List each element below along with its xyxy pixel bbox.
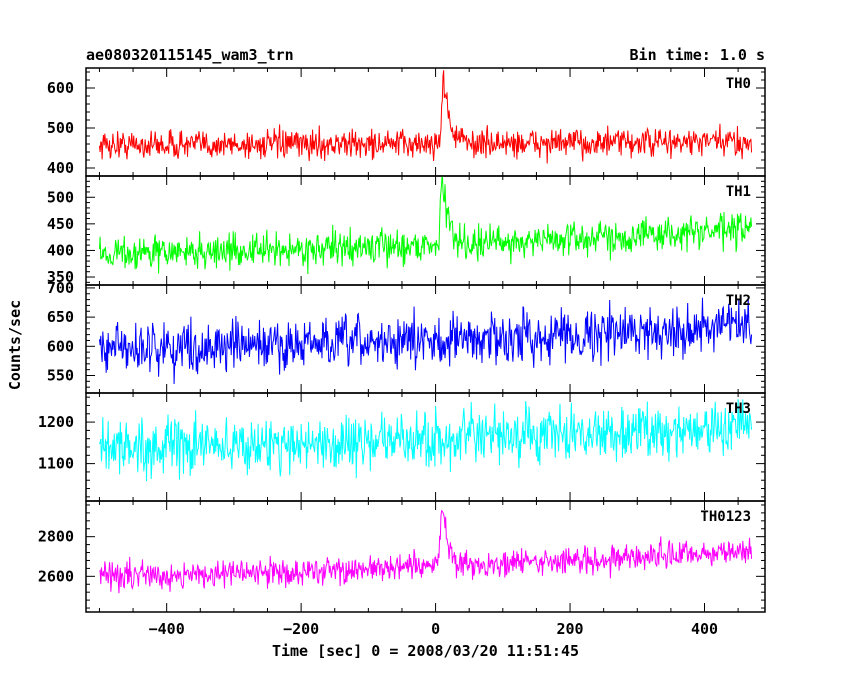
panel-th2-series-line [98,297,753,385]
panel-th0123-frame [85,500,766,613]
x-tick-label: −400 [149,620,185,638]
panel-th0-ytick-label: 600 [47,79,74,97]
panel-th1-frame [85,175,766,286]
chart-title-text: ae080320115145_wam3_trn [86,46,294,64]
panel-th0123-series-line [99,509,753,594]
panel-th0123-label: TH0123 [700,509,751,525]
bin-time-label: Bin time: 1.0 s [630,46,765,64]
panel-th1-label: TH1 [726,184,751,200]
panel-th1-ytick-label: 500 [47,188,74,206]
x-axis-label: Time [sec] 0 = 2008/03/20 11:51:45 [272,642,579,660]
panel-th0123-ytick-label: 2800 [38,528,74,546]
panel-th1-ytick-label: 400 [47,241,74,259]
panel-th0-ytick-label: 500 [47,119,74,137]
panel-th2-ytick-label: 650 [47,308,74,326]
panel-th3-ytick-label: 1100 [38,455,74,473]
panel-th3-ytick-label: 1200 [38,413,74,431]
panel-th0-label: TH0 [726,76,751,92]
panel-th2-label: TH2 [726,293,751,309]
panel-th1-ytick-label: 350 [47,268,74,286]
panel-th2-ytick-label: 600 [47,337,74,355]
panel-th0-series-line [98,70,753,164]
panel-th0123-ytick-label: 2600 [38,567,74,585]
panel-th1-ytick-label: 450 [47,215,74,233]
x-tick-label: −200 [283,620,319,638]
panel-th3-label: TH3 [726,401,751,417]
x-tick-label: 200 [556,620,583,638]
panel-th3-series-line [98,399,753,482]
panel-th0-ytick-label: 400 [47,159,74,177]
y-axis-label: Counts/sec [6,300,24,390]
panel-th1-series-line [98,176,753,275]
x-tick-label: 400 [691,620,718,638]
panel-th0-frame [85,67,766,177]
x-tick-label: 0 [431,620,440,638]
panel-th2-ytick-label: 550 [47,366,74,384]
panel-th2-ytick-label: 700 [47,279,74,297]
